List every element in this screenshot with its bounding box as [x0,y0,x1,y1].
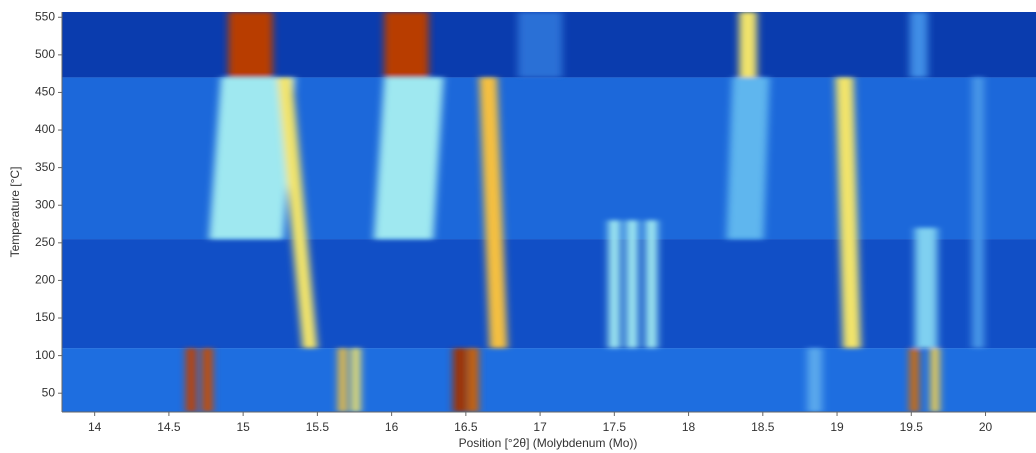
diffraction-peak [228,12,273,78]
diffraction-peak [914,227,938,349]
x-tick-label: 19.5 [900,420,924,434]
x-tick-label: 20 [979,420,993,434]
temperature-zone [62,77,1036,240]
y-tick-label: 50 [42,385,56,399]
heatmap-peaks [185,12,985,412]
diffraction-peak [739,12,757,78]
diffraction-peak [807,348,823,412]
diffraction-peak [373,77,444,240]
y-tick-label: 400 [35,122,55,136]
diffraction-peak [517,12,563,78]
temperature-zone [62,348,1036,412]
diffraction-peak [185,348,197,412]
y-tick-label: 350 [35,160,55,174]
y-tick-label: 500 [35,47,55,61]
diffraction-peak [479,77,508,349]
diffraction-peak [835,77,861,349]
x-tick-label: 15.5 [306,420,330,434]
y-tick-label: 150 [35,310,55,324]
y-tick-label: 100 [35,348,55,362]
x-tick-label: 17.5 [603,420,627,434]
x-tick-label: 16.5 [454,420,478,434]
x-tick-label: 14 [88,420,102,434]
y-tick-label: 200 [35,273,55,287]
x-tick-label: 16 [385,420,399,434]
x-tick-label: 17 [533,420,547,434]
x-axis-label: Position [°2θ] (Molybdenum (Mo)) [459,436,638,450]
y-tick-label: 250 [35,235,55,249]
x-tick-label: 19 [830,420,844,434]
diffraction-peak [453,348,467,412]
y-axis-label: Temperature [°C] [8,167,22,258]
y-tick-label: 300 [35,197,55,211]
diffraction-peak [930,348,940,412]
diffraction-peak [645,220,658,349]
diffraction-peak [608,220,621,349]
diffraction-peak [351,348,361,412]
diffraction-peak [384,12,429,78]
diffraction-peak [726,77,770,240]
diffraction-peak [972,77,985,349]
diffraction-peak [338,348,348,412]
x-tick-label: 14.5 [157,420,181,434]
x-tick-label: 18 [682,420,696,434]
diffraction-peak [909,348,919,412]
x-tick-label: 18.5 [751,420,775,434]
axes: 14 14.5 15 15.5 16 16.5 17 17.5 18 18.5 19 19.5 20 50… [35,9,1036,434]
diffraction-peak [468,348,479,412]
y-tick-label: 450 [35,85,55,99]
diffraction-peak [909,12,928,78]
temperature-zone [62,239,1036,349]
diffraction-peak [626,220,639,349]
diffraction-peak [277,77,318,349]
diffraction-peak [208,77,296,240]
x-tick-label: 15 [236,420,250,434]
y-tick-label: 550 [35,9,55,23]
diffraction-peak [202,348,213,412]
